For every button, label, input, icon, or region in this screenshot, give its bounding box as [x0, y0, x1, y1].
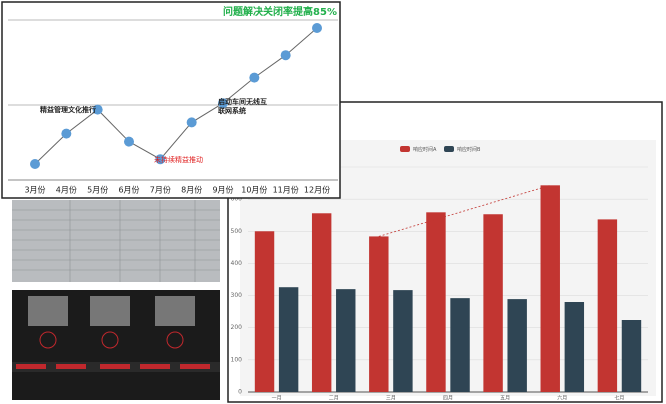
x-tick-label: 三月 — [386, 396, 396, 402]
annotation: 问题解决关闭率提高85% — [223, 5, 337, 18]
line-chart: 3月份 4月份 5月份 6月份 7月份 8月份 9月份 10月份 11月份 12月份 — [24, 23, 330, 195]
annotation-box: 启动车间无线互联网系统 — [218, 98, 267, 115]
x-tick-label: 8月份 — [181, 185, 202, 195]
point — [61, 128, 72, 139]
point — [218, 98, 228, 109]
bar — [393, 290, 413, 392]
x-tick-label: 9月份 — [212, 185, 233, 195]
dashboard-panels — [12, 296, 220, 372]
bar — [483, 214, 503, 392]
line-panel — [1, 1, 341, 199]
bar-chart: 0100200300400500600700响应时间A响应时间B一月二月三月四月… — [231, 146, 648, 402]
legend-label: 响应时间A — [413, 146, 437, 153]
y-tick-label: 200 — [231, 324, 243, 331]
x-tick-label: 四月 — [443, 396, 453, 402]
line — [34, 27, 318, 165]
x-tick-label: 一月 — [272, 396, 282, 402]
annotation: 启动车间无线互联网系统 — [218, 98, 267, 115]
x-tick-label: 五月 — [500, 396, 510, 402]
bar — [311, 213, 332, 392]
x-tick-label: 11月份 — [273, 185, 299, 195]
bar — [597, 219, 618, 392]
y-tick-label: 0 — [238, 389, 242, 396]
point — [92, 104, 103, 115]
legend-swatch — [400, 146, 410, 152]
y-tick-label: 100 — [231, 356, 243, 363]
bar — [507, 299, 527, 392]
bar — [426, 212, 446, 392]
annotation: 未持续精益推动 — [154, 155, 203, 164]
legend-label: 响应时间B — [457, 146, 481, 153]
point — [312, 23, 322, 33]
x-tick-label: 六月 — [557, 395, 567, 402]
point — [124, 136, 134, 147]
legend-swatch — [444, 146, 454, 152]
x-tick-label: 6月份 — [118, 185, 139, 195]
trend-line — [378, 184, 551, 237]
x-tick-label: 7月份 — [150, 185, 171, 195]
x-tick-label: 3月份 — [24, 185, 45, 195]
bar — [564, 302, 585, 392]
x-tick-label: 10月份 — [241, 185, 267, 195]
table-photo-rows — [12, 200, 220, 282]
bar — [336, 289, 356, 392]
bar — [369, 236, 389, 392]
x-tick-label: 4月份 — [56, 185, 77, 195]
x-tick-label: 二月 — [329, 396, 339, 402]
point — [186, 117, 197, 128]
table-photo — [12, 200, 220, 282]
bar — [621, 320, 642, 392]
y-tick-label: 500 — [231, 228, 243, 235]
x-tick-label: 12月份 — [304, 185, 330, 195]
point — [280, 50, 291, 61]
annotation: 精益管理文化推行 — [40, 105, 96, 114]
point — [30, 159, 40, 169]
y-tick-label: 600 — [231, 196, 243, 203]
x-tick-label: 5月份 — [87, 185, 108, 195]
y-tick-label: 400 — [231, 260, 243, 267]
bar — [254, 231, 275, 392]
y-tick-label: 300 — [231, 292, 243, 299]
bar — [278, 287, 299, 392]
point — [249, 72, 260, 83]
point — [155, 154, 166, 165]
bar — [540, 185, 560, 392]
bar — [450, 298, 470, 392]
x-tick-label: 七月 — [614, 395, 624, 402]
